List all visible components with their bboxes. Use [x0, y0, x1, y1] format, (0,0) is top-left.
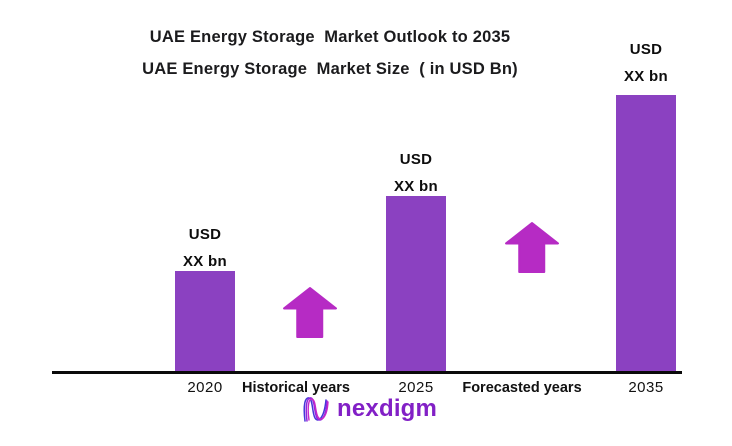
historical-years-label: Historical years — [241, 380, 350, 396]
chart-subtitle: UAE Energy Storage Market Size ( in USD … — [142, 60, 518, 78]
bar-2035 — [616, 95, 676, 371]
bar-2025 — [386, 196, 446, 371]
bar-value-label-2035: USD XX bn — [586, 36, 706, 90]
x-tick-2035: 2035 — [628, 379, 664, 396]
value-line-usd: USD — [629, 41, 663, 58]
forecasted-years-label: Forecasted years — [462, 380, 582, 396]
value-line-amount: XX bn — [393, 178, 438, 195]
x-tick-2025: 2025 — [398, 379, 434, 396]
x-tick-2020: 2020 — [187, 379, 223, 396]
value-line-amount: XX bn — [623, 68, 668, 85]
growth-arrow-icon — [283, 287, 337, 338]
bar-value-label-2020: USD XX bn — [145, 221, 265, 275]
bar-value-label-2025: USD XX bn — [356, 146, 476, 200]
bar-2020 — [175, 271, 235, 371]
nexdigm-logo: nexdigm — [300, 391, 437, 427]
value-line-amount: XX bn — [182, 253, 227, 270]
nexdigm-wordmark: nexdigm — [337, 395, 438, 422]
growth-arrow-icon — [505, 222, 559, 273]
nexdigm-wave-icon — [303, 397, 329, 422]
chart-title: UAE Energy Storage Market Outlook to 203… — [149, 28, 511, 46]
value-line-usd: USD — [399, 151, 433, 168]
value-line-usd: USD — [188, 226, 222, 243]
x-axis-line — [52, 371, 682, 374]
